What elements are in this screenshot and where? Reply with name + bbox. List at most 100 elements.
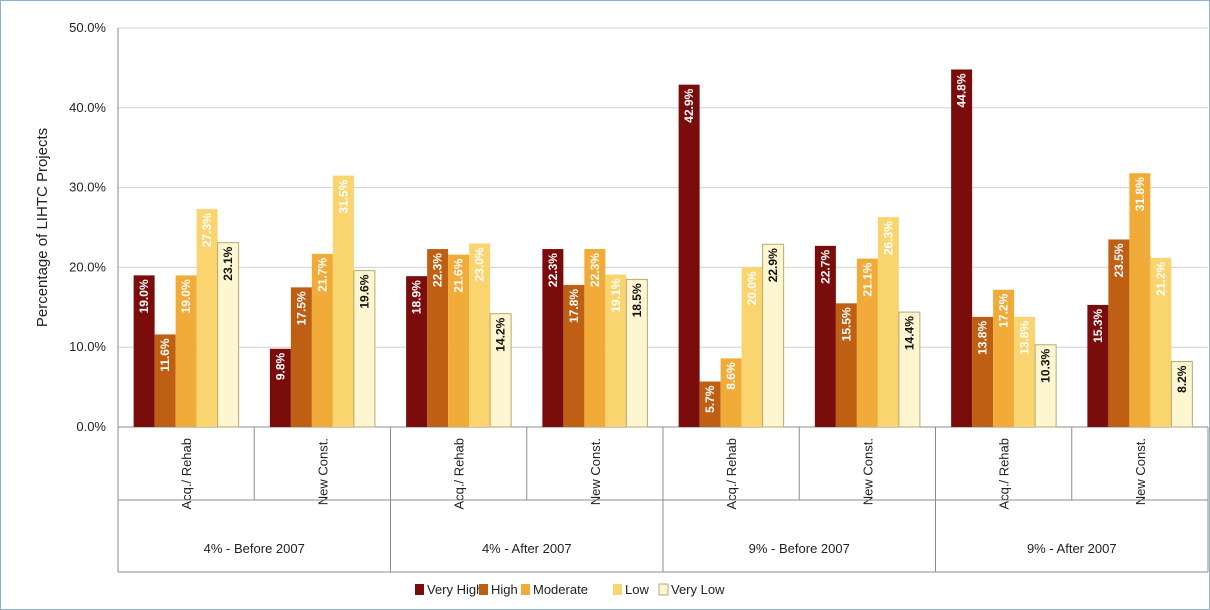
data-label: 21.6% xyxy=(452,258,466,292)
data-label: 14.4% xyxy=(902,316,916,350)
bar xyxy=(1087,304,1109,427)
category-axis: Acq./ Rehab New Const. 4% - Before 2007 Acq… xyxy=(118,427,1209,573)
bar xyxy=(877,217,899,427)
bar xyxy=(175,275,197,427)
bar xyxy=(835,303,857,427)
bar xyxy=(133,275,155,427)
data-label: 23.0% xyxy=(473,247,487,281)
bar xyxy=(469,243,491,427)
data-label: 23.1% xyxy=(221,246,235,280)
bar xyxy=(542,249,564,427)
group-label: 9% - Before 2007 xyxy=(749,541,850,556)
legend-label: Moderate xyxy=(533,582,588,597)
bar xyxy=(762,243,785,428)
bar xyxy=(951,69,973,427)
data-label: 22.3% xyxy=(431,253,445,287)
data-label: 19.0% xyxy=(137,279,151,313)
bar xyxy=(699,381,721,427)
legend-label: Low xyxy=(625,582,649,597)
data-label: 19.1% xyxy=(609,278,623,312)
x-tick-label: New Const. xyxy=(588,438,603,505)
data-label: 17.2% xyxy=(997,293,1011,327)
data-label: 9.8% xyxy=(273,352,287,380)
data-label: 15.3% xyxy=(1091,309,1105,343)
bar xyxy=(427,249,449,427)
legend-swatch xyxy=(479,584,488,595)
x-tick-label: Acq./ Rehab xyxy=(724,438,739,510)
bar xyxy=(1034,344,1057,428)
bar xyxy=(584,249,606,427)
data-label: 27.3% xyxy=(200,213,214,247)
bar xyxy=(332,175,354,427)
data-label: 19.6% xyxy=(357,274,371,308)
bar xyxy=(1108,239,1130,427)
bar xyxy=(1150,257,1172,427)
data-label: 20.0% xyxy=(745,271,759,305)
gridlines xyxy=(118,27,1208,348)
bar xyxy=(993,289,1015,427)
bar xyxy=(563,284,585,427)
x-tick-label: Acq./ Rehab xyxy=(452,438,467,510)
bar xyxy=(720,358,742,427)
bar xyxy=(154,334,176,427)
bars xyxy=(133,69,1193,428)
bar xyxy=(217,242,240,428)
data-labels: 19.0% 9.8% 18.9% 22.3% 42.9% 22.7% 44.8% 15.3% 1… xyxy=(137,73,1189,413)
data-label: 18.9% xyxy=(410,280,424,314)
group-label: 4% - After 2007 xyxy=(482,541,572,556)
bar xyxy=(605,274,627,427)
bar xyxy=(353,270,376,428)
legend-swatch xyxy=(613,584,622,595)
data-label: 17.8% xyxy=(567,289,581,323)
data-label: 13.8% xyxy=(976,321,990,355)
data-label: 19.0% xyxy=(179,279,193,313)
data-label: 31.5% xyxy=(336,179,350,213)
y-tick-label: 0.0% xyxy=(76,419,106,434)
bar xyxy=(1129,173,1151,427)
y-tick-label: 40.0% xyxy=(69,100,106,115)
x-tick-label: Acq./ Rehab xyxy=(179,438,194,510)
x-tick-label: New Const. xyxy=(315,438,330,505)
data-label: 8.6% xyxy=(724,362,738,390)
legend-swatch xyxy=(415,584,424,595)
x-tick-label: New Const. xyxy=(1133,438,1148,505)
x-tick-label: New Const. xyxy=(860,438,875,505)
data-label: 44.8% xyxy=(955,73,969,107)
group-label: 4% - Before 2007 xyxy=(204,541,305,556)
data-label: 14.2% xyxy=(494,317,508,351)
bar xyxy=(1170,361,1193,428)
data-label: 22.9% xyxy=(766,248,780,282)
data-label: 22.3% xyxy=(588,253,602,287)
bar xyxy=(625,278,648,428)
legend-swatch xyxy=(521,584,530,595)
y-tick-label: 10.0% xyxy=(69,339,106,354)
bar xyxy=(406,276,428,427)
bar xyxy=(678,84,700,428)
legend: Very High High Moderate Low Very Low xyxy=(415,582,725,597)
bar xyxy=(972,316,994,427)
data-label: 21.7% xyxy=(315,258,329,292)
legend-swatch xyxy=(658,583,669,596)
legend-label: Very Low xyxy=(671,582,725,597)
data-label: 22.3% xyxy=(546,253,560,287)
data-label: 5.7% xyxy=(703,385,717,413)
data-label: 17.5% xyxy=(294,291,308,325)
bar xyxy=(311,253,333,427)
legend-label: High xyxy=(491,582,518,597)
data-label: 18.5% xyxy=(630,283,644,317)
data-label: 22.7% xyxy=(818,250,832,284)
data-label: 21.2% xyxy=(1154,261,1168,295)
bar xyxy=(290,287,312,427)
data-label: 23.5% xyxy=(1112,243,1126,277)
data-label: 31.8% xyxy=(1133,177,1147,211)
data-label: 42.9% xyxy=(682,88,696,122)
data-label: 10.3% xyxy=(1039,348,1053,382)
bar xyxy=(898,311,921,428)
bar xyxy=(1014,316,1036,427)
bar xyxy=(814,245,836,427)
data-label: 26.3% xyxy=(881,221,895,255)
bar xyxy=(856,258,878,427)
bar xyxy=(448,254,470,427)
y-tick-label: 30.0% xyxy=(69,180,106,195)
